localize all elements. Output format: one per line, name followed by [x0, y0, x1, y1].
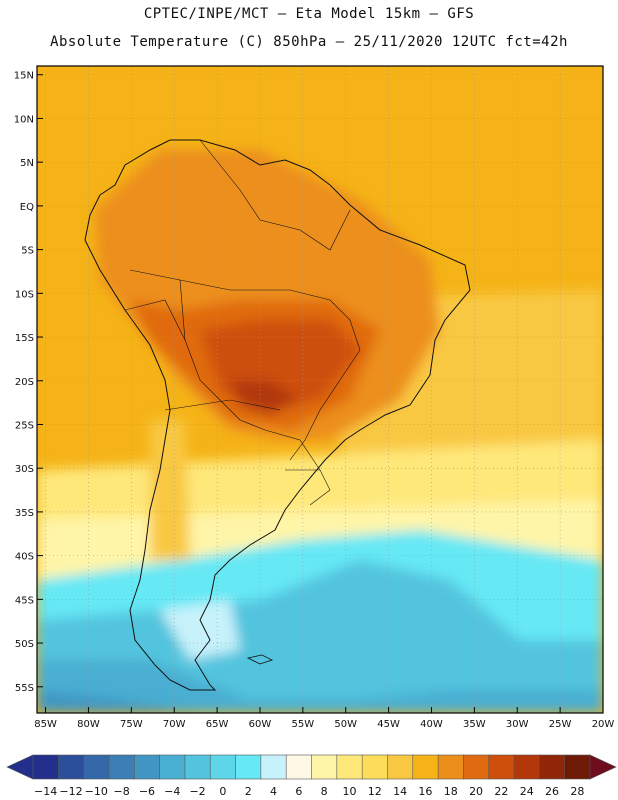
colorbar-label: 26	[545, 785, 559, 798]
colorbar-swatch	[361, 754, 389, 780]
colorbar-label: 12	[368, 785, 382, 798]
lon-tick-label: 25W	[549, 719, 572, 730]
lat-tick-label: 20S	[15, 377, 34, 388]
temperature-field	[37, 66, 603, 713]
lat-tick-label: 40S	[15, 552, 34, 563]
colorbar-swatch	[311, 754, 338, 780]
colorbar-swatch	[513, 754, 541, 780]
colorbar-label: 18	[444, 785, 458, 798]
colorbar-label: −4	[164, 785, 180, 798]
colorbar-label: 24	[520, 785, 534, 798]
lon-tick-label: 60W	[249, 719, 272, 730]
colorbar-label: 8	[321, 785, 328, 798]
colorbar-label: −10	[85, 785, 108, 798]
lon-tick-label: 85W	[34, 719, 57, 730]
lat-tick-label: 50S	[15, 639, 34, 650]
lat-tick-label: 30S	[15, 464, 34, 475]
lon-tick-label: 65W	[206, 719, 229, 730]
lon-tick-label: 75W	[120, 719, 143, 730]
colorbar-swatch	[564, 754, 591, 780]
colorbar-label: 22	[494, 785, 508, 798]
colorbar-label: 20	[469, 785, 483, 798]
colorbar-min-arrow	[6, 754, 34, 780]
colorbar-label: 14	[393, 785, 407, 798]
colorbar-label: 16	[418, 785, 432, 798]
lon-tick-label: 35W	[463, 719, 486, 730]
colorbar-swatch	[32, 754, 60, 780]
coastline-south-america	[84, 139, 471, 691]
chart-title-line1: CPTEC/INPE/MCT – Eta Model 15km – GFS	[143, 6, 475, 22]
country-borders	[124, 139, 361, 506]
colorbar-swatch	[133, 754, 161, 780]
colorbar-max-arrow	[589, 754, 617, 780]
colorbar-swatch	[285, 754, 313, 780]
colorbar-swatch	[184, 754, 212, 780]
lon-tick-label: 70W	[163, 719, 186, 730]
colorbar-label: −8	[114, 785, 130, 798]
lat-tick-label: 10S	[15, 289, 34, 300]
lon-tick-label: 50W	[334, 719, 357, 730]
lat-tick-label: 10N	[14, 114, 34, 125]
lat-tick-label: 5S	[21, 246, 34, 257]
lat-tick-label: 15N	[14, 71, 34, 82]
colorbar-label: −12	[59, 785, 82, 798]
lat-tick-label: EQ	[20, 202, 34, 213]
lat-tick-label: 55S	[15, 683, 34, 694]
map-frame	[36, 65, 604, 714]
colorbar-swatch	[539, 754, 566, 780]
lon-tick-label: 80W	[77, 719, 100, 730]
colorbar-swatch	[387, 754, 414, 780]
lon-tick-label: 40W	[420, 719, 443, 730]
colorbar-label: −14	[34, 785, 57, 798]
colorbar-swatch	[412, 754, 439, 780]
lat-tick-label: 5N	[20, 158, 34, 169]
colorbar-swatch	[336, 754, 363, 780]
colorbar-label: −2	[189, 785, 205, 798]
colorbar-swatch	[159, 754, 186, 780]
colorbar-swatch	[235, 754, 262, 780]
colorbar-label: −6	[139, 785, 155, 798]
colorbar-label: 0	[219, 785, 226, 798]
lat-tick-label: 15S	[15, 333, 34, 344]
lon-tick-label: 55W	[292, 719, 315, 730]
colorbar-label: 28	[570, 785, 584, 798]
colorbar-label: 2	[245, 785, 252, 798]
colorbar-swatch	[108, 754, 136, 780]
colorbar	[6, 754, 617, 780]
colorbar-label: 10	[342, 785, 356, 798]
colorbar-swatch	[463, 754, 490, 780]
colorbar-label: 4	[270, 785, 277, 798]
colorbar-swatch	[58, 754, 85, 780]
colorbar-swatch	[83, 754, 110, 780]
colorbar-label: 6	[295, 785, 302, 798]
colorbar-swatch	[437, 754, 465, 780]
chart-title-line2: Absolute Temperature (C) 850hPa – 25/11/…	[50, 34, 568, 50]
falkland-islands-outline	[246, 654, 274, 665]
lat-tick-label: 35S	[15, 508, 34, 519]
lon-tick-label: 30W	[506, 719, 529, 730]
colorbar-swatch	[209, 754, 237, 780]
lon-tick-label: 20W	[592, 719, 615, 730]
lon-tick-label: 45W	[377, 719, 400, 730]
lat-tick-label: 25S	[15, 420, 34, 431]
colorbar-swatch	[260, 754, 287, 780]
colorbar-swatch	[488, 754, 515, 780]
lat-tick-label: 45S	[15, 595, 34, 606]
